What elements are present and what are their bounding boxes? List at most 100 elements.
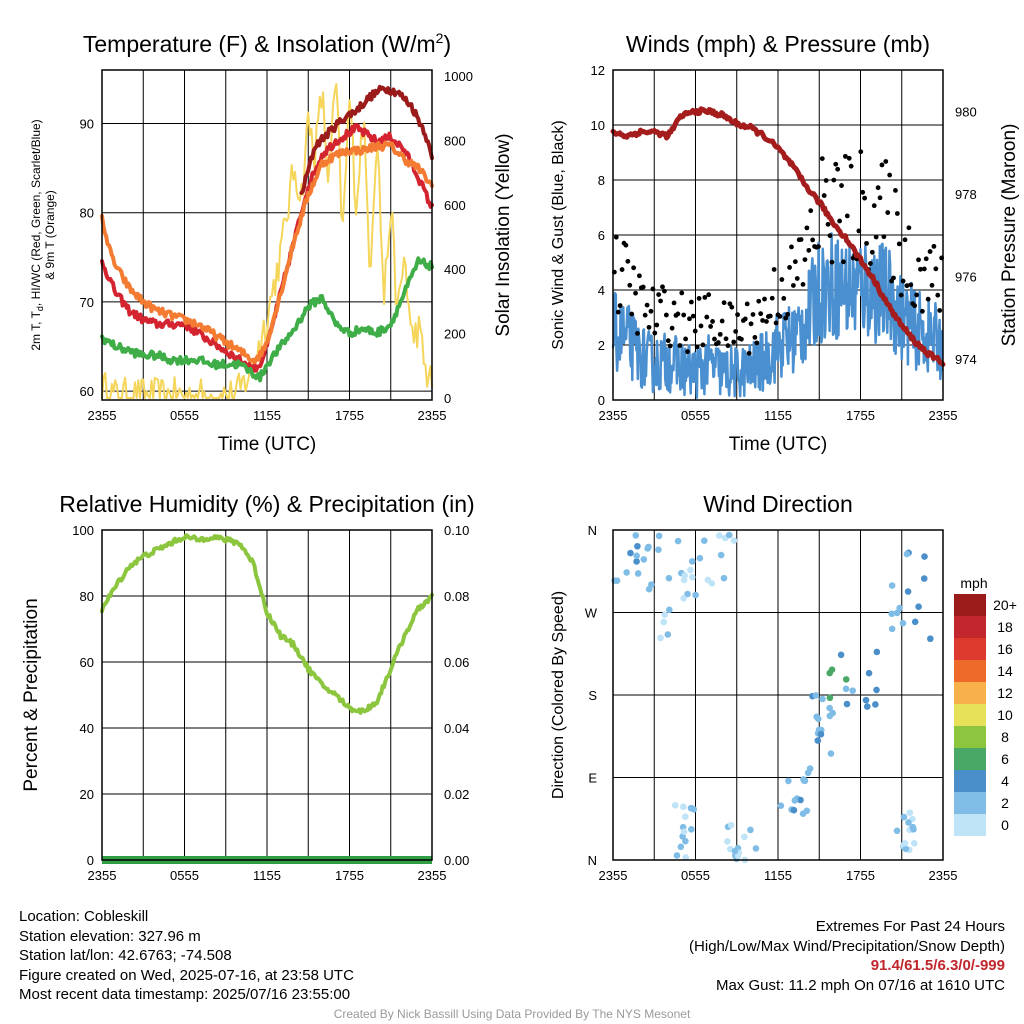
colorbar-swatch bbox=[954, 770, 986, 792]
gust-point bbox=[760, 318, 765, 323]
wind-direction-panel: 2355 0555 1155 1755 2355 Wind Direction N E S W N D… bbox=[550, 491, 1017, 883]
direction-point bbox=[900, 813, 908, 821]
y-tick-label: 80 bbox=[80, 206, 94, 221]
direction-point bbox=[888, 625, 896, 633]
gust-point bbox=[779, 277, 785, 282]
direction-point bbox=[777, 802, 785, 809]
gust-point bbox=[623, 242, 629, 248]
direction-point bbox=[717, 551, 725, 559]
gust-point bbox=[791, 283, 796, 288]
gust-point bbox=[652, 330, 658, 336]
colorbar-label: 6 bbox=[1001, 751, 1009, 767]
direction-point bbox=[827, 750, 835, 757]
gust-point bbox=[829, 259, 835, 265]
gust-point bbox=[648, 308, 654, 314]
gust-point bbox=[896, 241, 902, 247]
gust-point bbox=[792, 259, 798, 265]
gust-point bbox=[679, 290, 685, 296]
direction-point bbox=[682, 837, 689, 845]
gust-point bbox=[640, 284, 646, 290]
gust-point bbox=[875, 185, 881, 191]
gust-point bbox=[927, 249, 933, 254]
extremes-values: 91.4/61.5/6.3/0/-999 bbox=[870, 957, 1005, 974]
y2-tick-label: 974 bbox=[955, 352, 977, 367]
y-tick-label: 70 bbox=[80, 295, 94, 310]
gust-point bbox=[846, 155, 852, 161]
gust-point bbox=[789, 244, 794, 250]
gust-point bbox=[665, 338, 671, 344]
y-tick-label: 10 bbox=[591, 118, 605, 133]
gust-point bbox=[754, 340, 760, 346]
direction-point bbox=[679, 803, 687, 811]
gust-point bbox=[733, 329, 739, 334]
gust-point bbox=[613, 234, 619, 240]
direction-point bbox=[708, 580, 716, 587]
y2-tick-label: 0.02 bbox=[444, 787, 469, 802]
direction-point bbox=[674, 537, 682, 545]
gust-point bbox=[677, 343, 683, 348]
gust-point bbox=[873, 234, 879, 240]
direction-point bbox=[790, 806, 798, 814]
direction-point bbox=[655, 546, 662, 554]
gust-point bbox=[685, 349, 690, 355]
y2-tick-label: 0.08 bbox=[444, 589, 469, 604]
direction-point bbox=[920, 575, 928, 582]
gust-point bbox=[918, 266, 923, 272]
gust-point bbox=[883, 159, 889, 164]
y-tick-label: 0 bbox=[87, 853, 94, 868]
gust-point bbox=[756, 298, 762, 304]
direction-point bbox=[680, 594, 687, 602]
direction-point bbox=[684, 590, 691, 598]
direction-point bbox=[665, 574, 673, 582]
gust-point bbox=[925, 296, 931, 302]
series-sustained-wind bbox=[611, 232, 944, 399]
gust-point bbox=[923, 256, 929, 262]
gust-point bbox=[808, 208, 814, 214]
direction-point bbox=[893, 609, 901, 617]
y-tick-label: 60 bbox=[80, 655, 94, 670]
colorbar-label: 12 bbox=[997, 685, 1013, 701]
direction-point bbox=[747, 826, 754, 834]
credit-line: Created By Nick Bassill Using Data Provi… bbox=[333, 1007, 691, 1021]
direction-point bbox=[902, 845, 910, 853]
x-tick-label: 2355 bbox=[88, 408, 117, 423]
direction-point bbox=[826, 669, 833, 677]
y-tick-label: 40 bbox=[80, 721, 94, 736]
gust-point bbox=[902, 237, 908, 243]
gust-point bbox=[825, 221, 831, 227]
y-axis-label: Sonic Wind & Gust (Blue, Black) bbox=[550, 120, 567, 349]
x-tick-label: 2355 bbox=[929, 408, 958, 423]
direction-point bbox=[905, 819, 912, 826]
direction-point bbox=[688, 826, 695, 833]
extremes-info: Extremes For Past 24 Hours (High/Low/Max… bbox=[689, 917, 1005, 995]
colorbar-swatch bbox=[954, 814, 986, 836]
direction-point bbox=[921, 553, 928, 560]
colorbar-label: 20+ bbox=[993, 597, 1017, 613]
panel-title-humidity: Relative Humidity (%) & Precipitation (i… bbox=[59, 491, 474, 517]
gust-point bbox=[767, 313, 773, 319]
colorbar-swatch bbox=[954, 682, 986, 704]
direction-point bbox=[826, 704, 833, 712]
direction-point bbox=[632, 532, 640, 539]
direction-point bbox=[673, 852, 681, 859]
x-tick-label: 1755 bbox=[846, 408, 875, 423]
gust-point bbox=[704, 314, 710, 320]
gust-point bbox=[860, 189, 866, 195]
gust-point bbox=[631, 265, 637, 271]
gust-point bbox=[858, 149, 864, 155]
station-latlon: Station lat/lon: 42.6763; -74.508 bbox=[19, 947, 232, 964]
direction-point bbox=[731, 847, 739, 855]
gust-point bbox=[798, 237, 804, 242]
gust-point bbox=[777, 313, 783, 319]
direction-point bbox=[627, 549, 634, 557]
gust-point bbox=[837, 218, 842, 224]
figure-created: Figure created on Wed, 2025-07-16, at 23… bbox=[19, 966, 354, 984]
gust-point bbox=[617, 303, 623, 309]
winds-panel: 2355 0555 1155 1755 2355 Winds (mph) & Pressu… bbox=[550, 31, 1020, 455]
direction-point bbox=[817, 730, 825, 738]
y-tick-label: N bbox=[588, 853, 597, 868]
direction-point bbox=[797, 796, 804, 804]
y-tick-label: 80 bbox=[80, 589, 94, 604]
gust-point bbox=[887, 172, 893, 178]
